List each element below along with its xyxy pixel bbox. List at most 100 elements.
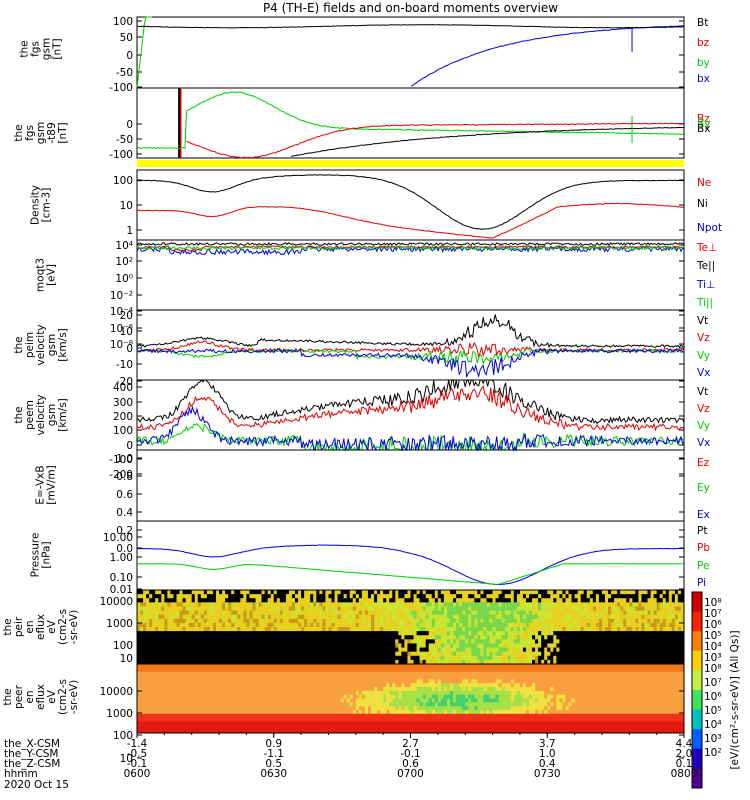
peir-ylabel-line: en bbox=[24, 620, 36, 633]
fgs_bgsm-ytick-label: -100 bbox=[109, 149, 133, 161]
fgs-legend-2: by bbox=[697, 57, 710, 69]
temp-ylabel-line: [eV] bbox=[46, 264, 58, 286]
fgs-legend-0: Bt bbox=[697, 17, 708, 29]
peir-ytick-label: 100 bbox=[113, 640, 133, 652]
x-col-ygsm: 2.0 bbox=[676, 748, 693, 760]
efield-frame bbox=[136, 449, 685, 522]
fgs_bgsm-ylabel-line: gsm bbox=[35, 122, 47, 144]
fgs-bx-line bbox=[410, 25, 684, 87]
peem-ytick-label: -100 bbox=[109, 454, 133, 466]
fgs-legend-3: bx bbox=[697, 73, 710, 85]
pressure-legend-3: Pi bbox=[697, 577, 706, 589]
density-ytick-label: 100 bbox=[113, 175, 133, 187]
peer-ylabel-line: eV bbox=[46, 689, 58, 703]
colorbar-tick-peir: 10⁴ bbox=[704, 641, 722, 653]
peir-spectrogram bbox=[137, 590, 685, 665]
peem-legend-0: Vt bbox=[697, 386, 708, 398]
efield-legend-1: Ey bbox=[697, 482, 710, 494]
efield-ylabel-line: [mV/m] bbox=[46, 465, 58, 504]
fgs_bgsm-legend-2: Bx bbox=[697, 123, 710, 135]
colorbar-tick-peir: 10⁶ bbox=[704, 619, 722, 631]
density-ylabel: Density [cm-3] bbox=[30, 185, 53, 225]
pressure-ytick-label: 1.00 bbox=[110, 552, 133, 564]
efield-ytick-label: 0.0 bbox=[116, 543, 133, 555]
x-col-ygsm: -0.5 bbox=[127, 748, 148, 760]
colorbar bbox=[691, 591, 703, 789]
pressure-ylabel-line: [nPa] bbox=[41, 541, 53, 568]
pressure-frame bbox=[136, 520, 685, 591]
pressure-legend-0: Pt bbox=[697, 525, 707, 537]
x-col-xgsm: 2.7 bbox=[402, 738, 419, 750]
colorbar-label: [eV/(cm²-s-sr-eV)] (All Qs)] bbox=[729, 630, 741, 769]
peim-vx-line bbox=[136, 348, 685, 378]
peer-ylabel-line: -sr-eV) bbox=[68, 680, 80, 714]
fgs-ytick-label: 100 bbox=[113, 16, 133, 28]
fgs_bgsm-ylabel: the fgs gsm -t89 [nT] bbox=[13, 122, 69, 144]
density-ytick-label: 10 bbox=[120, 200, 133, 212]
bgsm-bx-line bbox=[291, 126, 685, 157]
fgs_bgsm-legend-0: Bz bbox=[697, 113, 710, 125]
pressure-pe-line bbox=[136, 563, 685, 585]
fgs_bgsm-frame bbox=[136, 87, 685, 159]
peem-ylabel-line: the bbox=[13, 406, 25, 423]
peem-vt-line bbox=[136, 379, 685, 425]
peer-ylabel-line: (cm2-s bbox=[57, 679, 69, 715]
colorbar-label-text: [eV/(cm²-s-sr-eV)] (All Qs)] bbox=[729, 630, 741, 769]
colorbar-tick-peer: 10⁴ bbox=[704, 719, 722, 731]
peer-ytick-label: 10000 bbox=[100, 686, 133, 698]
peem-ytick-label: 100 bbox=[113, 425, 133, 437]
peir-ylabel-line: (cm2-s bbox=[57, 609, 69, 645]
fgs-ylabel: the fgs gsm [nT] bbox=[19, 38, 64, 60]
x-col-xgsm: 3.7 bbox=[539, 738, 556, 750]
x-row-label-1: the_Y-CSM bbox=[4, 748, 59, 760]
temp-legend-3: Ti|| bbox=[696, 297, 713, 309]
peem-ylabel-line: [km/s] bbox=[57, 398, 69, 432]
peim-legend-2: Vy bbox=[697, 350, 710, 362]
peem-legend-3: Vx bbox=[697, 437, 710, 449]
pressure-ytick-label: 10.00 bbox=[103, 532, 133, 544]
peer-spectrogram bbox=[137, 664, 685, 734]
peir-ytick-label: 10 bbox=[120, 653, 133, 665]
x-col-hhmm: 0800 bbox=[671, 768, 698, 780]
x-col-zgsm: 0.1 bbox=[676, 758, 693, 770]
temp-tepar-line bbox=[136, 242, 685, 247]
colorbar-tick-peer: 10⁶ bbox=[704, 691, 722, 703]
x-col-zgsm: -0.1 bbox=[127, 758, 148, 770]
bgsm-by-line bbox=[136, 91, 685, 150]
efield-ytick-label: 1.0 bbox=[116, 453, 133, 465]
temp-ytick-label: 10⁴ bbox=[115, 240, 133, 252]
colorbar-tick-peir: 10³ bbox=[704, 652, 722, 664]
density-legend-0: Ne bbox=[697, 177, 711, 189]
colorbar-tick-peir: 10⁷ bbox=[704, 608, 722, 620]
x-col-ygsm: 1.0 bbox=[539, 748, 556, 760]
temp-ytick-label: 10⁰ bbox=[115, 273, 133, 285]
colorbar-tick-peer: 10³ bbox=[704, 733, 722, 745]
peir-ylabel-line: the bbox=[2, 618, 14, 635]
pressure-ytick-label: 0.10 bbox=[110, 572, 133, 584]
colorbar-tick-peir: 10⁵ bbox=[704, 630, 722, 642]
x-row-label-3: hhmm bbox=[4, 768, 38, 780]
pressure-ylabel: Pressure [nPa] bbox=[30, 533, 53, 578]
density-ylabel-line: Density bbox=[30, 185, 42, 225]
fgs_bgsm-ylabel-line: -t89 bbox=[46, 122, 58, 143]
density-frame bbox=[136, 169, 685, 241]
fgs_bgsm-ylabel-line: fgs bbox=[24, 125, 36, 141]
temp-legend-2: Ti⊥ bbox=[696, 279, 715, 291]
temp-ytick-label: 10⁻⁶ bbox=[110, 323, 133, 335]
peer-ylabel-line: en bbox=[24, 690, 36, 703]
peem-ylabel: the peem velocity gsm [km/s] bbox=[13, 394, 69, 435]
temp-ytick-label: 10⁻⁴ bbox=[110, 306, 133, 318]
pressure-legend-1: Pb bbox=[697, 542, 710, 554]
density-ytick-label: 1 bbox=[126, 225, 133, 237]
density-legend-1: Ni bbox=[697, 198, 708, 210]
peim-ylabel-line: peim bbox=[24, 332, 36, 358]
peir-ytick-label: 1000 bbox=[106, 618, 133, 630]
temp-ytick-label: 10² bbox=[115, 256, 133, 268]
fgs-legend-1: bz bbox=[697, 37, 710, 49]
fgs-ylabel-line: fgs bbox=[30, 41, 42, 57]
peir-ylabel-line: eflux bbox=[35, 614, 47, 640]
peim-legend-3: Vx bbox=[697, 367, 710, 379]
peim-ylabel-line: the bbox=[13, 336, 25, 353]
fgs-ytick-label: -50 bbox=[116, 67, 133, 79]
